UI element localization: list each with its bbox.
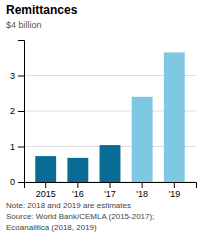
y-tick: 2 (10, 106, 24, 116)
x-tick: '19 (168, 182, 180, 199)
x-tick: 2015 (36, 182, 56, 199)
y-axis: 0 1 2 3 (10, 41, 25, 188)
x-tick-label: '16 (72, 189, 84, 199)
notes: Note: 2018 and 2019 are estimates Source:… (6, 201, 154, 232)
x-axis-line (25, 183, 197, 189)
y-tick-label: 3 (10, 71, 15, 81)
x-tick-label: 2015 (36, 189, 56, 199)
y-tick-mark (18, 182, 24, 183)
x-tick: '16 (72, 182, 84, 199)
y-tick-label: 0 (10, 177, 15, 187)
y-axis-line (18, 41, 25, 183)
y-tick-mark (18, 76, 24, 77)
y-tick: 1 (10, 142, 24, 152)
x-tick: '18 (136, 182, 148, 199)
x-tick-mark (45, 182, 46, 188)
y-tick: 3 (10, 71, 24, 81)
y-axis-label: $4 billion (6, 20, 42, 30)
y-tick-mark (18, 111, 24, 112)
x-tick: '17 (104, 182, 116, 199)
x-tick-label: '19 (168, 189, 180, 199)
bar (132, 97, 153, 182)
y-tick-mark (18, 147, 24, 148)
x-axis: 2015 '16 '17 '18 '19 (25, 182, 197, 199)
x-tick-label: '17 (104, 189, 116, 199)
bar (164, 52, 185, 182)
bar (100, 145, 121, 182)
note: Ecoanalitica (2018, 2019) (6, 223, 97, 232)
x-tick-mark (77, 182, 78, 188)
note: Note: 2018 and 2019 are estimates (6, 201, 131, 210)
x-tick-mark (142, 182, 143, 188)
y-tick: 0 (10, 177, 24, 187)
x-tick-mark (174, 182, 175, 188)
note: Source: World Bank/CEMLA (2015-2017); (6, 212, 154, 221)
title: Remittances (6, 3, 78, 17)
bars (35, 52, 184, 182)
y-tick-label: 2 (10, 106, 15, 116)
plot: 0 1 2 3 2015 '16 '17 '18 '19 (10, 41, 197, 200)
chart: Remittances $4 billion 0 1 2 3 2015 '16 '17 '18 '1… (0, 0, 204, 246)
x-tick-label: '18 (136, 189, 148, 199)
bar (35, 156, 56, 182)
bar (67, 158, 88, 182)
y-tick-label: 1 (10, 142, 15, 152)
x-tick-mark (110, 182, 111, 188)
